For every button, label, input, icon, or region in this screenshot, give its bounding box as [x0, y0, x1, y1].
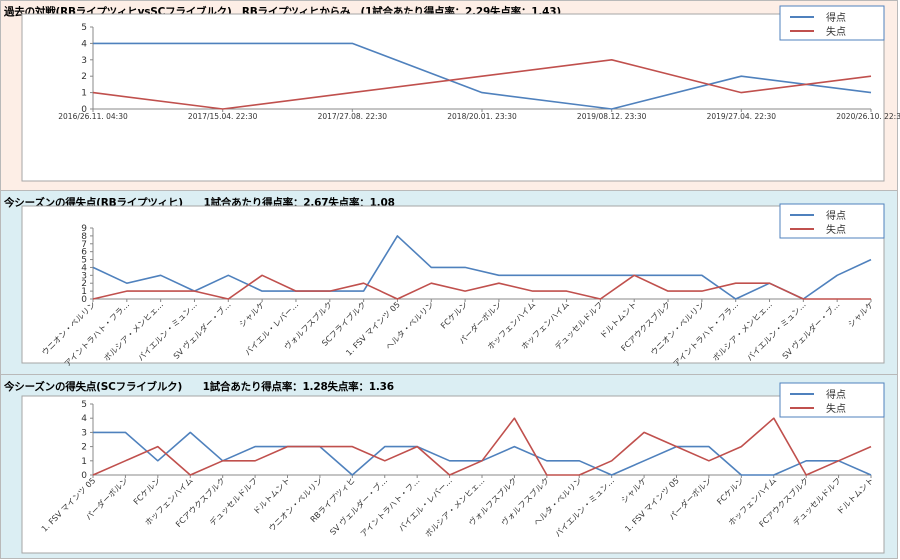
- y-tick-label: 3: [81, 428, 87, 438]
- y-tick-label: 7: [81, 240, 87, 250]
- series-line-score: [93, 42, 872, 110]
- y-tick-label: 0: [81, 295, 87, 305]
- legend: [779, 203, 885, 239]
- y-tick-label: 1: [81, 89, 87, 99]
- y-tick-label: 1: [81, 287, 87, 297]
- leipzig-season-panel: 今シーズンの得失点(RBライプツィヒ) 1試合あたり得点率：2.67失点率：1.…: [0, 190, 898, 378]
- y-tick-label: 3: [81, 56, 87, 66]
- y-tick-label: 5: [81, 400, 87, 410]
- leipzig-season-chart: 0123456789ウニオン・ベルリンアイントラハト・フラ…ボルシア・メンヒェ……: [21, 203, 885, 368]
- legend: [779, 382, 885, 418]
- x-tick-label: 2020/26.10. 22:30: [836, 112, 900, 121]
- y-tick-label: 4: [81, 263, 87, 273]
- chart-title: 今シーズンの得失点(SCフライブルク) 1試合あたり得点率：1.28失点率：1.…: [4, 381, 394, 393]
- y-tick-label: 6: [81, 248, 87, 258]
- y-tick-label: 0: [81, 471, 87, 481]
- legend-label: 失点: [826, 402, 846, 415]
- y-tick-label: 0: [81, 105, 87, 115]
- x-tick-label: 2016/26.11. 04:30: [58, 112, 128, 121]
- y-tick-label: 2: [81, 72, 87, 82]
- series-line-concede: [92, 58, 872, 110]
- series-line-score: [92, 235, 872, 300]
- y-tick-label: 4: [81, 414, 87, 424]
- series-line-concede: [92, 417, 872, 476]
- plot-area: [21, 205, 885, 364]
- y-tick-label: 2: [81, 279, 87, 289]
- plot-area: [21, 13, 885, 182]
- y-tick-label: 8: [81, 232, 87, 242]
- series-line-concede: [92, 274, 871, 300]
- head-to-head-panel: 過去の対戦(RBライプツィヒvsSCフライブルク) RBライプツィヒからみ (1…: [0, 0, 900, 195]
- y-tick-label: 2: [81, 443, 87, 453]
- head-to-head-chart: 0 1 2 3 4 5 2016/26.11. 04:30 2017/15.04. 22:30…: [21, 5, 900, 182]
- legend-label: 得点: [826, 389, 846, 401]
- x-tick-label: 2017/15.04. 22:30: [188, 112, 258, 121]
- legend: [779, 5, 885, 41]
- x-tick-label: 2019/08.12. 23:30: [577, 112, 647, 121]
- y-tick-label: 4: [81, 39, 87, 49]
- y-tick-label: 9: [81, 224, 87, 234]
- legend-label: 失点: [826, 25, 846, 38]
- legend-label: 失点: [826, 223, 846, 236]
- freiburg-season-panel: 今シーズンの得失点(SCフライブルク) 1試合あたり得点率：1.28失点率：1.…: [0, 374, 898, 559]
- y-tick-label: 5: [81, 23, 87, 33]
- y-tick-label: 5: [81, 256, 87, 266]
- x-tick-label: 2017/27.08. 22:30: [318, 112, 388, 121]
- y-tick-label: 3: [81, 271, 87, 281]
- x-tick-label: 2018/20.01. 23:30: [447, 112, 517, 121]
- y-tick-label: 1: [81, 457, 87, 467]
- legend-label: 得点: [826, 12, 846, 24]
- legend-label: 得点: [826, 210, 846, 222]
- x-tick-label: 2019/27.04. 22:30: [707, 112, 777, 121]
